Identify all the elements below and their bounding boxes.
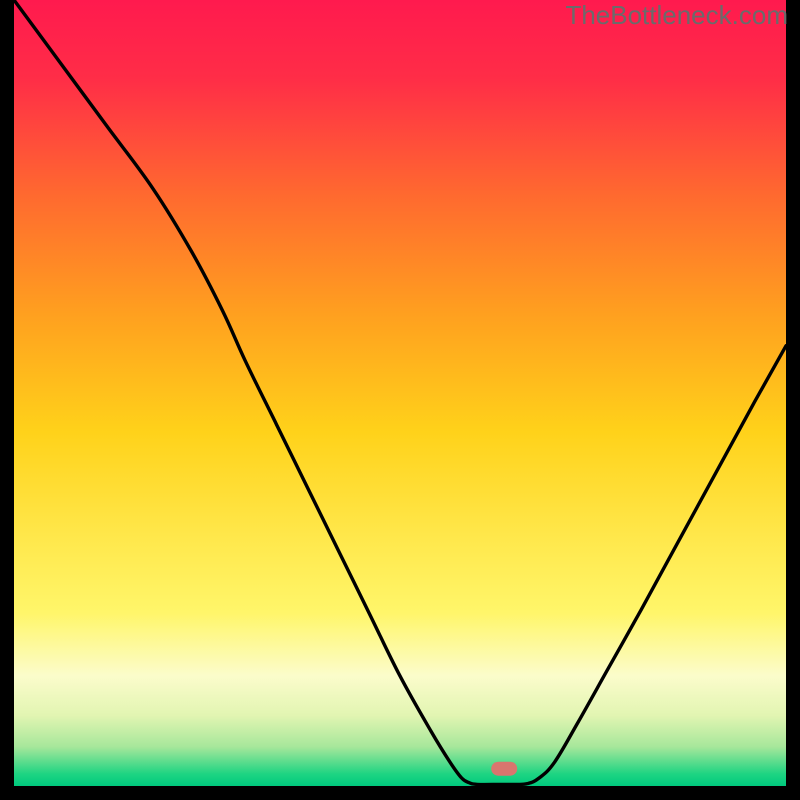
border-right bbox=[786, 0, 800, 800]
watermark-text: TheBottleneck.com bbox=[565, 0, 788, 31]
chart-svg bbox=[0, 0, 800, 800]
gradient-background bbox=[14, 0, 786, 786]
optimal-point-marker bbox=[491, 762, 517, 776]
bottleneck-chart: TheBottleneck.com bbox=[0, 0, 800, 800]
border-bottom bbox=[0, 786, 800, 800]
border-left bbox=[0, 0, 14, 800]
